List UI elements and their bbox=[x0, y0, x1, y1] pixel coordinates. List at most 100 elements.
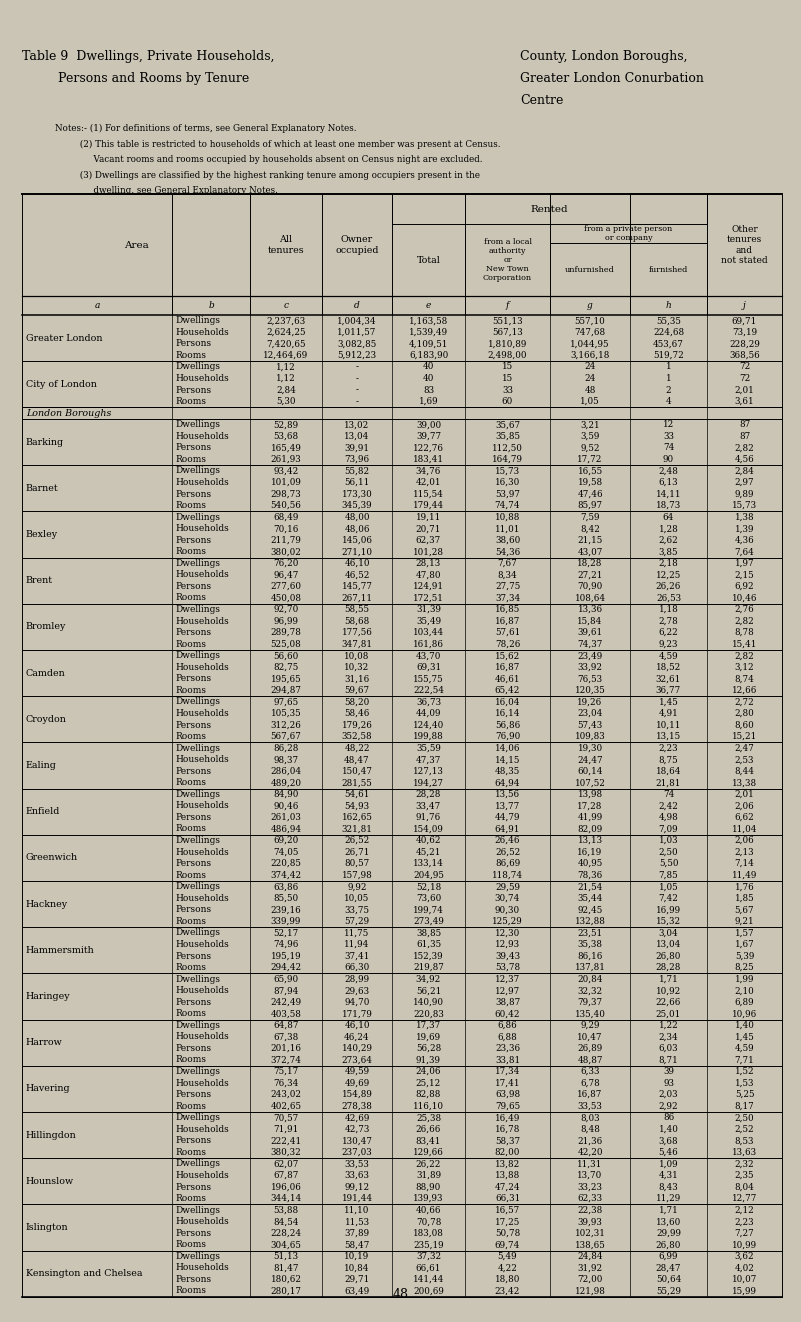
Text: 16,87: 16,87 bbox=[495, 662, 520, 672]
Text: 74,96: 74,96 bbox=[273, 940, 299, 949]
Text: Greater London: Greater London bbox=[26, 333, 103, 342]
Text: 22,38: 22,38 bbox=[578, 1206, 602, 1215]
Text: 281,55: 281,55 bbox=[341, 779, 372, 788]
Text: 6,22: 6,22 bbox=[658, 628, 678, 637]
Text: 6,86: 6,86 bbox=[497, 1021, 517, 1030]
Text: 39,93: 39,93 bbox=[578, 1218, 602, 1227]
Text: Persons: Persons bbox=[175, 1274, 211, 1284]
Text: 32,32: 32,32 bbox=[578, 986, 602, 995]
Text: 35,49: 35,49 bbox=[416, 616, 441, 625]
Text: 164,79: 164,79 bbox=[492, 455, 523, 464]
Text: 2,01: 2,01 bbox=[735, 386, 755, 394]
Text: 48: 48 bbox=[392, 1288, 409, 1301]
Text: 2,82: 2,82 bbox=[735, 616, 755, 625]
Text: 18,80: 18,80 bbox=[495, 1274, 520, 1284]
Text: 50,64: 50,64 bbox=[656, 1274, 681, 1284]
Text: 25,12: 25,12 bbox=[416, 1079, 441, 1088]
Text: 298,73: 298,73 bbox=[271, 489, 301, 498]
Text: 16,14: 16,14 bbox=[495, 709, 521, 718]
Text: 10,05: 10,05 bbox=[344, 894, 369, 903]
Text: Dwellings: Dwellings bbox=[175, 467, 220, 476]
Text: 11,53: 11,53 bbox=[344, 1218, 369, 1227]
Text: 26,80: 26,80 bbox=[656, 952, 681, 961]
Text: 21,81: 21,81 bbox=[656, 779, 681, 788]
Text: 74,37: 74,37 bbox=[578, 640, 602, 649]
Text: 8,17: 8,17 bbox=[735, 1101, 755, 1110]
Text: 2,15: 2,15 bbox=[735, 570, 755, 579]
Text: Dwellings: Dwellings bbox=[175, 744, 220, 752]
Text: 22,66: 22,66 bbox=[656, 998, 681, 1007]
Text: 59,67: 59,67 bbox=[344, 686, 369, 695]
Text: 42,69: 42,69 bbox=[344, 1113, 370, 1122]
Text: 8,75: 8,75 bbox=[658, 755, 678, 764]
Text: 107,52: 107,52 bbox=[574, 779, 606, 788]
Text: 6,92: 6,92 bbox=[735, 582, 755, 591]
Text: 13,36: 13,36 bbox=[578, 605, 602, 613]
Text: 3,62: 3,62 bbox=[735, 1252, 755, 1261]
Text: 10,07: 10,07 bbox=[732, 1274, 757, 1284]
Text: 380,02: 380,02 bbox=[271, 547, 301, 557]
Text: Rooms: Rooms bbox=[175, 594, 206, 603]
Text: 44,79: 44,79 bbox=[495, 813, 521, 822]
Text: 26,52: 26,52 bbox=[495, 847, 520, 857]
Text: 82,75: 82,75 bbox=[273, 662, 299, 672]
Text: 37,41: 37,41 bbox=[344, 952, 370, 961]
Text: 453,67: 453,67 bbox=[653, 340, 684, 349]
Text: 74: 74 bbox=[662, 443, 674, 452]
Text: 18,64: 18,64 bbox=[656, 767, 681, 776]
Text: 74,05: 74,05 bbox=[273, 847, 299, 857]
Text: 84,90: 84,90 bbox=[273, 789, 299, 798]
Text: 91,39: 91,39 bbox=[416, 1055, 441, 1064]
Text: 16,04: 16,04 bbox=[495, 698, 521, 706]
Text: 1: 1 bbox=[666, 374, 671, 383]
Text: 220,83: 220,83 bbox=[413, 1009, 444, 1018]
Text: 33,47: 33,47 bbox=[416, 801, 441, 810]
Text: 374,42: 374,42 bbox=[271, 871, 301, 879]
Text: 69,71: 69,71 bbox=[732, 316, 757, 325]
Text: 35,59: 35,59 bbox=[416, 744, 441, 752]
Text: 204,95: 204,95 bbox=[413, 871, 444, 879]
Text: 40,95: 40,95 bbox=[578, 859, 602, 869]
Text: 12,464,69: 12,464,69 bbox=[264, 350, 308, 360]
Text: 73,60: 73,60 bbox=[416, 894, 441, 903]
Text: 109,83: 109,83 bbox=[574, 732, 606, 742]
Text: 21,15: 21,15 bbox=[578, 535, 602, 545]
Text: 31,92: 31,92 bbox=[578, 1264, 602, 1272]
Text: 79,65: 79,65 bbox=[495, 1101, 520, 1110]
Text: 6,62: 6,62 bbox=[735, 813, 755, 822]
Text: Centre: Centre bbox=[520, 94, 563, 107]
Text: 211,79: 211,79 bbox=[271, 535, 301, 545]
Text: 64,87: 64,87 bbox=[273, 1021, 299, 1030]
Text: 7,85: 7,85 bbox=[658, 871, 678, 879]
Text: Households: Households bbox=[175, 847, 229, 857]
Text: Kensington and Chelsea: Kensington and Chelsea bbox=[26, 1269, 143, 1278]
Text: 145,06: 145,06 bbox=[341, 535, 372, 545]
Text: 1,97: 1,97 bbox=[735, 559, 755, 568]
Text: 72: 72 bbox=[739, 374, 750, 383]
Text: Rented: Rented bbox=[531, 205, 569, 213]
Text: Rooms: Rooms bbox=[175, 547, 206, 557]
Text: Persons and Rooms by Tenure: Persons and Rooms by Tenure bbox=[22, 71, 249, 85]
Text: 61,35: 61,35 bbox=[416, 940, 441, 949]
Text: 46,52: 46,52 bbox=[344, 570, 370, 579]
Text: 13,04: 13,04 bbox=[344, 432, 370, 440]
Text: 271,10: 271,10 bbox=[341, 547, 372, 557]
Text: 6,33: 6,33 bbox=[580, 1067, 600, 1076]
Text: 10,08: 10,08 bbox=[344, 652, 370, 660]
Text: 16,87: 16,87 bbox=[495, 616, 520, 625]
Text: 46,10: 46,10 bbox=[344, 1021, 370, 1030]
Text: 450,08: 450,08 bbox=[271, 594, 301, 603]
Text: 10,11: 10,11 bbox=[656, 720, 681, 730]
Text: 4,109,51: 4,109,51 bbox=[409, 340, 449, 349]
Text: 7,420,65: 7,420,65 bbox=[266, 340, 306, 349]
Text: 38,87: 38,87 bbox=[495, 998, 520, 1007]
Text: 12,93: 12,93 bbox=[495, 940, 520, 949]
Text: 222,41: 222,41 bbox=[271, 1137, 301, 1145]
Text: 19,58: 19,58 bbox=[578, 479, 602, 486]
Text: Persons: Persons bbox=[175, 628, 211, 637]
Text: 372,74: 372,74 bbox=[271, 1055, 301, 1064]
Text: Persons: Persons bbox=[175, 767, 211, 776]
Text: 74,74: 74,74 bbox=[495, 501, 521, 510]
Text: Rooms: Rooms bbox=[175, 962, 206, 972]
Text: Bexley: Bexley bbox=[26, 530, 58, 539]
